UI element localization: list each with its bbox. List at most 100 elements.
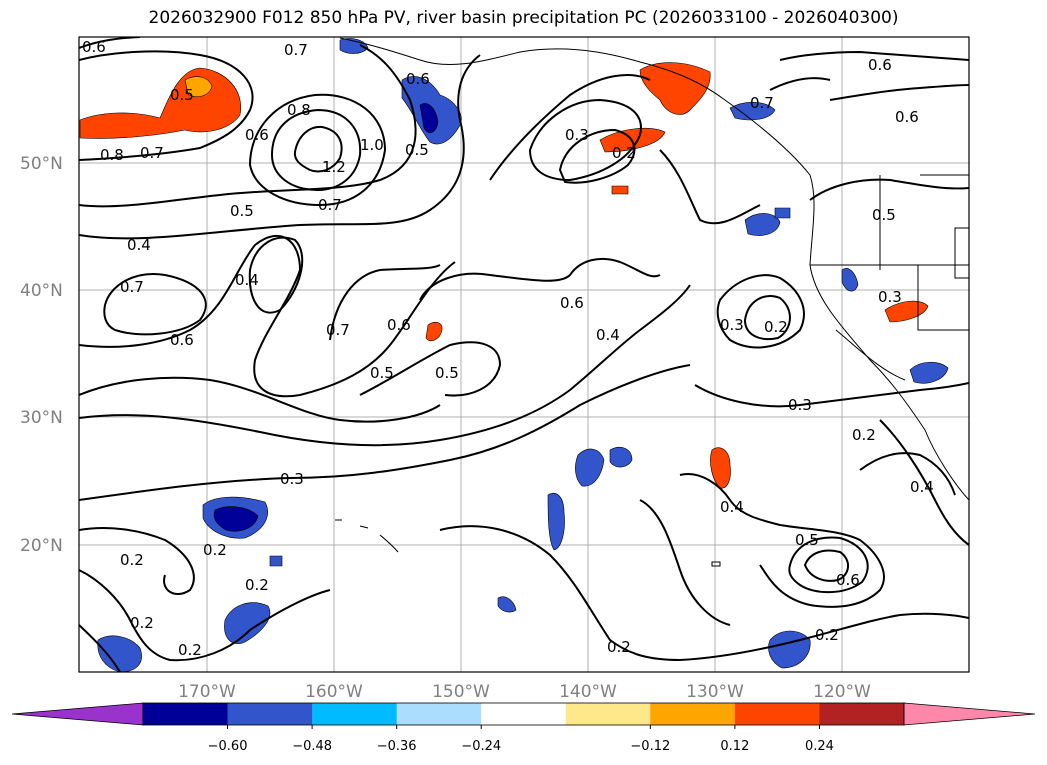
colorbar-tick-label: 0.24 [805,739,834,754]
colorbar-tick-label: −0.60 [208,739,248,754]
precip-patch-positive [710,447,731,489]
precip-patch-negative [497,596,517,613]
colorbar-frame [142,702,905,726]
contour-label: 0.5 [872,206,896,224]
precip-patches [79,38,949,672]
contour-label: 0.8 [100,146,124,164]
colorbar-extend-low [11,702,144,726]
colorbar-extend-high [903,702,1036,726]
contour-label: 0.6 [170,331,194,349]
contour-label: 0.2 [764,318,788,336]
precip-patch-positive [425,321,443,342]
colorbar-bin [396,703,482,725]
contour-label: 0.5 [405,141,429,159]
contour-label: 0.5 [435,364,459,382]
contour-label: 0.6 [868,56,892,74]
contour-label: 0.4 [127,236,151,254]
contour-label: 0.3 [720,316,744,334]
contour-label: 0.4 [596,326,620,344]
contour-label: 0.6 [82,38,106,56]
precip-patch-positive [884,300,929,323]
lat-label-50n: 50°N [20,154,63,174]
contour-label: 0.6 [406,70,430,88]
colorbar: −0.60 −0.48 −0.36 −0.24 −0.12 0.12 0.24 [11,702,1036,754]
contour-label: 0.2 [130,614,154,632]
map-title: 2026032900 F012 850 hPa PV, river basin … [148,8,899,28]
contour-label: 0.2 [852,426,876,444]
contour-label: 0.4 [910,478,934,496]
lon-label-150w: 150°W [432,682,490,702]
colorbar-bin [312,703,398,725]
contour-label: 0.4 [235,271,259,289]
contour-label: 0.7 [318,196,342,214]
colorbar-bin [143,703,229,725]
contour-label: 0.2 [607,638,631,656]
precip-patch-negative [744,213,781,236]
precip-patch-negative [224,602,271,644]
colorbar-tick-label: −0.48 [292,739,332,754]
precip-patch-positive [184,76,213,98]
contour-label: 0.6 [387,316,411,334]
colorbar-tick-label: −0.24 [461,739,501,754]
precip-patch-negative [774,207,791,219]
colorbar-bin [650,703,736,725]
longitude-labels: 170°W 160°W 150°W 140°W 130°W 120°W [178,682,871,702]
colorbar-bin [819,703,905,725]
contour-label: 0.6 [895,108,919,126]
contour-label: 1.2 [322,158,346,176]
precip-patch-negative [213,506,259,532]
precip-patch-negative [729,101,776,121]
precip-patch-negative [97,635,142,672]
pv-contours [79,37,969,672]
precip-patch-positive [639,62,711,115]
contour-label: 0.5 [795,531,819,549]
contour-label: 0.2 [120,551,144,569]
precip-patch-negative [841,268,859,292]
contour-label: 0.3 [280,470,304,488]
lon-label-140w: 140°W [559,682,617,702]
lon-label-130w: 130°W [686,682,744,702]
contour-label: 0.8 [287,101,311,119]
contour-labels: 0.6 0.7 0.5 0.8 0.7 0.6 0.8 1.2 1.0 0.5 … [82,38,934,659]
contour-label: 0.7 [326,321,350,339]
contour-label: 0.6 [560,294,584,312]
contour-label: 0.5 [230,202,254,220]
colorbar-tick-label: −0.12 [630,739,670,754]
lon-label-120w: 120°W [813,682,871,702]
contour-label: 0.3 [878,288,902,306]
contour-label: 0.3 [788,396,812,414]
colorbar-tick-label: 0.12 [720,739,749,754]
contour-label: 0.2 [245,576,269,594]
contour-label: 0.2 [612,144,636,162]
latitude-labels: 50°N 40°N 30°N 20°N [20,154,63,556]
precip-patch-negative [339,38,369,54]
contour-label: 0.4 [720,498,744,516]
map-frame [78,36,970,673]
contour-label: 0.7 [750,94,774,112]
lat-label-20n: 20°N [20,536,63,556]
precip-patch-negative [609,447,633,468]
contour-label: 0.2 [203,541,227,559]
contour-label: 0.3 [565,126,589,144]
precip-patch-negative [575,448,605,487]
colorbar-bin [227,703,313,725]
contour-label: 0.5 [170,86,194,104]
precip-patch-negative [909,361,949,384]
lon-label-170w: 170°W [178,682,236,702]
colorbar-bin [481,703,567,725]
lat-label-30n: 30°N [20,408,63,428]
contour-label: 0.7 [120,278,144,296]
contour-label: 0.5 [370,364,394,382]
colorbar-bin [734,703,820,725]
precip-patch-negative [547,492,565,551]
contour-label: 1.0 [360,136,384,154]
contour-label: 0.7 [140,144,164,162]
lon-label-160w: 160°W [305,682,363,702]
map-area [79,37,969,672]
precip-patch-negative [419,103,439,134]
contour-label: 0.6 [836,571,860,589]
precip-patch-negative [269,555,283,567]
lat-label-40n: 40°N [20,281,63,301]
precip-patch-positive [611,185,629,195]
